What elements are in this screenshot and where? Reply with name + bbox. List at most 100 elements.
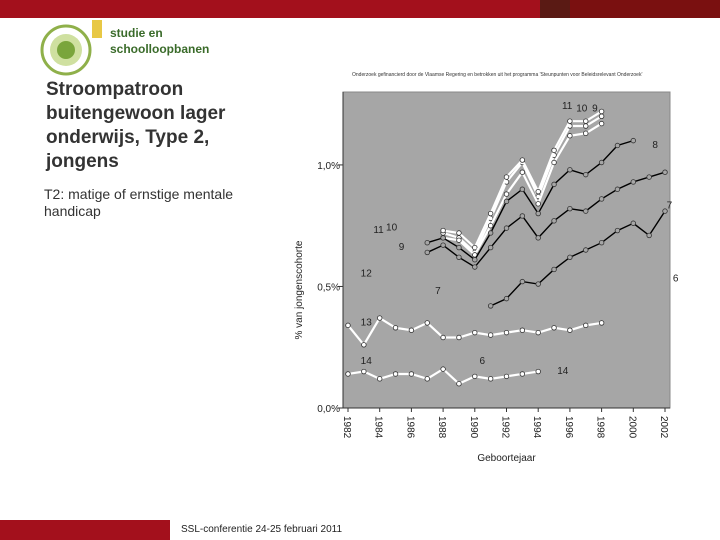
- data-point-8: [630, 137, 636, 144]
- data-point-10: [440, 227, 446, 234]
- data-point-14: [345, 371, 351, 377]
- data-point-14: [361, 368, 367, 375]
- data-point-9: [519, 169, 526, 175]
- data-point-13: [567, 327, 573, 333]
- plot-area: [342, 91, 671, 409]
- series-label: 6: [673, 274, 679, 285]
- data-point-10: [456, 230, 462, 236]
- slide-title: Stroompatroon buitengewoon lager onderwi…: [46, 79, 226, 172]
- data-point-14: [440, 366, 446, 372]
- series-line-6: [490, 210, 666, 307]
- data-point-9: [503, 191, 510, 197]
- data-point-7: [630, 179, 636, 185]
- logo-line-2: schoolloopbanen: [110, 42, 210, 56]
- series-label: 6: [480, 356, 486, 367]
- data-point-7: [440, 242, 446, 248]
- data-point-13: [440, 334, 446, 341]
- data-point-7: [583, 208, 589, 214]
- data-point-10: [487, 210, 494, 217]
- data-point-13: [361, 342, 367, 348]
- data-point-14: [377, 376, 383, 382]
- series-label: 9: [399, 242, 405, 253]
- data-point-14: [424, 376, 430, 382]
- series-label: 11: [562, 101, 573, 112]
- series-label: 7: [435, 286, 441, 297]
- data-point-13: [377, 315, 383, 321]
- data-point-11: [598, 113, 605, 120]
- data-point-8: [551, 181, 557, 188]
- series-label: 9: [592, 103, 598, 114]
- data-point-9: [535, 201, 541, 207]
- data-point-14: [408, 371, 415, 377]
- x-tick-label: 2000: [626, 416, 637, 439]
- x-tick-label: 1992: [500, 416, 511, 439]
- data-point-7: [614, 186, 621, 192]
- x-tick-label: 1996: [563, 416, 574, 439]
- x-tick-label: 2002: [658, 416, 669, 439]
- top-banner: [0, 0, 720, 18]
- data-point-13: [456, 334, 462, 341]
- slide-subtitle: T2: matige of ernstige mentale handicap: [44, 186, 234, 219]
- data-point-6: [519, 278, 526, 285]
- data-point-6: [630, 220, 636, 226]
- series-label: 13: [361, 317, 373, 328]
- data-point-7: [567, 205, 573, 212]
- series-label: 12: [361, 269, 373, 280]
- data-point-9: [551, 159, 557, 166]
- data-point-7: [551, 218, 557, 224]
- data-point-8: [535, 210, 541, 217]
- y-tick-label: 1,0%: [317, 161, 340, 172]
- y-tick-label: 0,5%: [317, 282, 340, 293]
- series-label: 10: [386, 223, 398, 234]
- x-tick-label: 1988: [436, 416, 447, 439]
- data-point-7: [535, 235, 541, 241]
- data-point-8: [424, 240, 430, 246]
- data-point-7: [519, 213, 526, 219]
- data-point-7: [662, 169, 668, 175]
- data-point-8: [472, 257, 478, 263]
- data-point-13: [583, 322, 589, 329]
- data-point-6: [662, 208, 668, 214]
- data-point-7: [598, 196, 605, 202]
- x-tick-label: 1984: [373, 416, 384, 439]
- x-tick-label: 1990: [468, 416, 479, 439]
- data-point-10: [598, 108, 605, 115]
- data-point-9: [598, 120, 605, 127]
- data-point-8: [583, 171, 589, 178]
- data-point-14: [456, 380, 462, 387]
- data-point-13: [598, 320, 605, 326]
- data-point-14: [472, 373, 478, 380]
- series-label: 7: [667, 201, 673, 212]
- series-label: 11: [373, 225, 384, 236]
- series-label: 14: [557, 366, 569, 377]
- data-point-6: [487, 303, 494, 309]
- data-point-8: [519, 186, 526, 192]
- series-label: 10: [576, 103, 588, 114]
- data-point-14: [503, 373, 510, 380]
- banner-photo-strip: [540, 0, 570, 18]
- series-label: 8: [652, 140, 658, 151]
- data-point-13: [345, 322, 351, 329]
- logo-line-1: studie en: [110, 26, 163, 40]
- data-point-8: [456, 244, 462, 251]
- data-point-6: [614, 227, 621, 234]
- logo-emblem-icon: [40, 20, 102, 76]
- data-point-6: [598, 240, 605, 246]
- logo: studie en schoolloopbanen: [30, 16, 209, 78]
- footer-text: SSL-conferentie 24-25 februari 2011: [181, 524, 343, 535]
- banner-photo-strip: [570, 0, 720, 18]
- data-point-6: [567, 254, 573, 260]
- data-point-11: [583, 123, 589, 129]
- data-point-7: [503, 225, 510, 231]
- data-point-7: [456, 254, 462, 260]
- series-line-7: [426, 171, 666, 268]
- data-point-8: [487, 230, 494, 236]
- data-point-10: [567, 118, 573, 124]
- data-point-9: [583, 130, 589, 137]
- data-point-6: [535, 281, 541, 287]
- data-point-14: [392, 371, 399, 377]
- x-tick-label: 1986: [404, 416, 415, 439]
- series-label: 14: [361, 356, 373, 367]
- y-tick-label: 0,0%: [317, 404, 340, 415]
- data-point-13: [551, 325, 557, 331]
